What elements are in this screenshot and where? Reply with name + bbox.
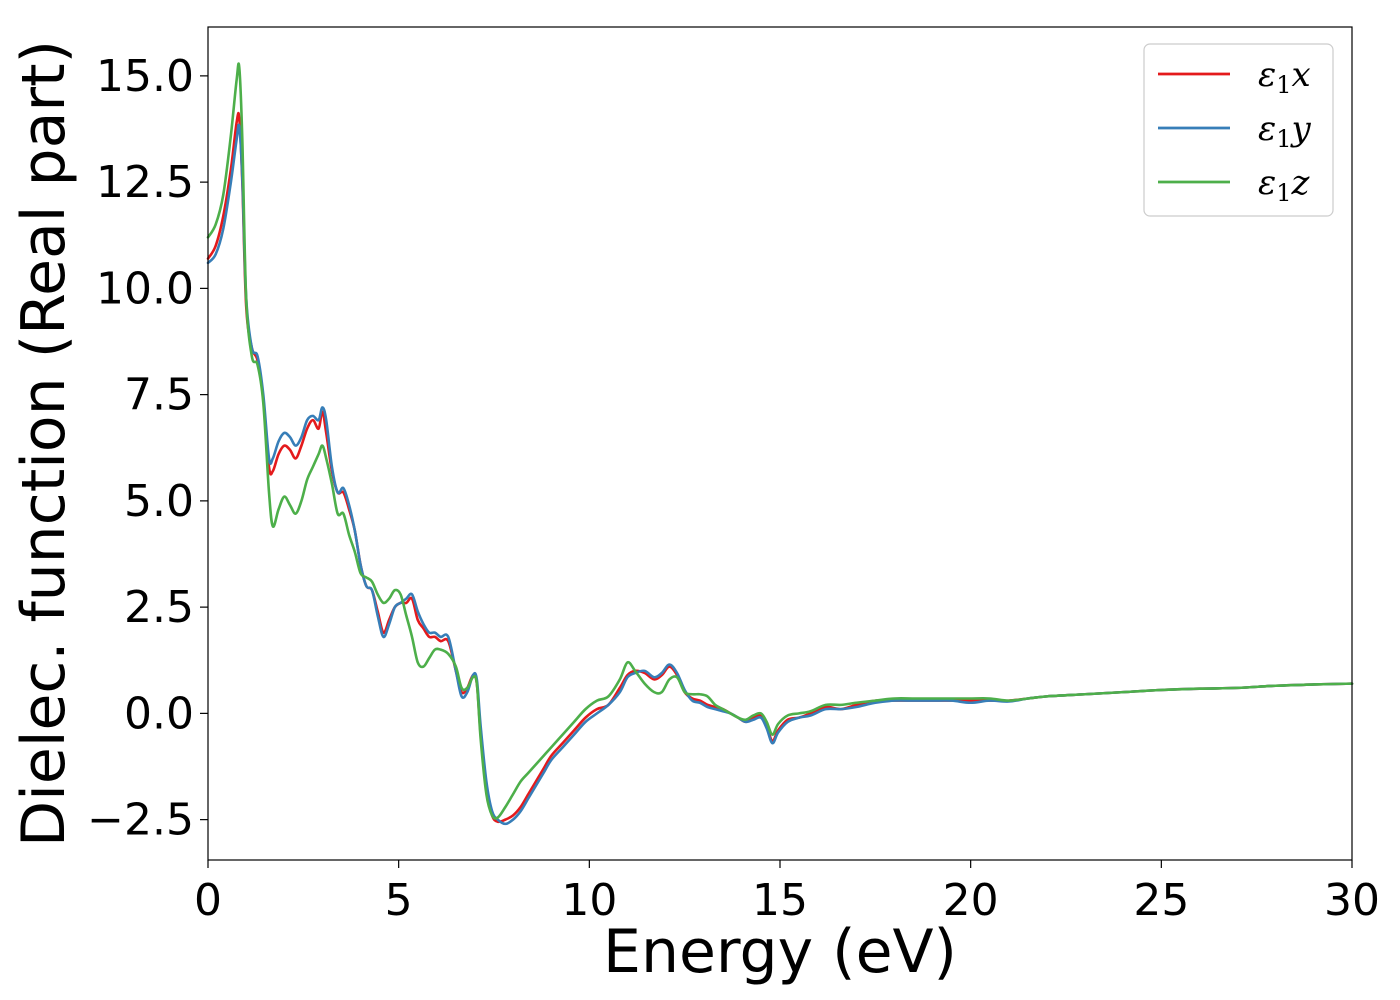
y-tick-label: 5.0 <box>124 476 194 527</box>
x-tick-label: 10 <box>561 875 617 926</box>
legend-label-z: ε1z <box>1258 163 1311 207</box>
y-tick-label: 10.0 <box>96 263 194 314</box>
y-tick-label: 12.5 <box>96 157 194 208</box>
x-tick-label: 25 <box>1133 875 1189 926</box>
legend-box <box>1143 43 1334 217</box>
legend-label-x: ε1x <box>1258 55 1311 99</box>
x-axis-label: Energy (eV) <box>603 917 957 987</box>
legend-entry-z: ε1z <box>1158 163 1311 207</box>
series-line-z <box>206 62 1354 820</box>
plot-frame <box>207 26 1353 861</box>
y-tick-label: 2.5 <box>124 582 194 633</box>
series-line-y <box>206 123 1354 826</box>
y-tick-label: 15.0 <box>96 51 194 102</box>
x-tick-label: 20 <box>943 875 999 926</box>
legend: ε1x ε1y ε1z <box>1143 43 1334 217</box>
legend-label-y: ε1y <box>1258 109 1312 153</box>
legend-entry-y: ε1y <box>1158 109 1312 153</box>
x-tick-label: 15 <box>752 875 808 926</box>
y-tick-label: 7.5 <box>124 370 194 421</box>
y-tick-label: −2.5 <box>87 795 194 846</box>
x-tick-label: 30 <box>1324 875 1380 926</box>
y-tick-label: 0.0 <box>124 688 194 739</box>
legend-entry-x: ε1x <box>1158 55 1311 99</box>
x-tick-label: 5 <box>385 875 413 926</box>
x-tick-label: 0 <box>194 875 222 926</box>
series-line-x <box>206 111 1354 824</box>
y-axis-label: Dielec. function (Real part) <box>9 40 79 847</box>
tick-layer: 0 5 10 15 20 25 30 −2.5 0.0 2.5 5.0 7.5 10.0 12.5 15.0 <box>87 51 1380 926</box>
series-layer <box>206 62 1354 826</box>
